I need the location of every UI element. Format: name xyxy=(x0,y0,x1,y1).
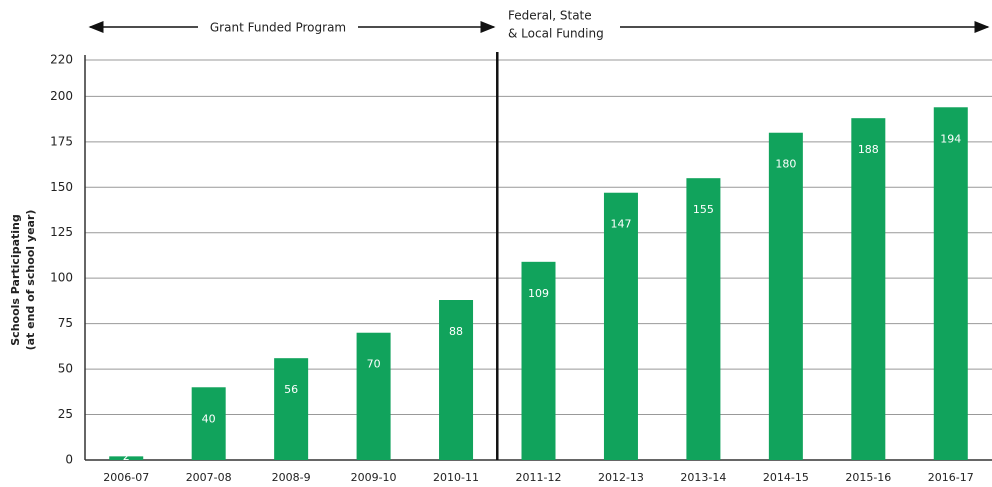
y-tick-label: 50 xyxy=(58,362,73,376)
bar xyxy=(109,456,144,460)
y-axis-label: (at end of school year) xyxy=(24,210,37,351)
data-label: 155 xyxy=(693,203,714,216)
x-tick-label: 2008-9 xyxy=(272,471,311,484)
x-tick-label: 2013-14 xyxy=(680,471,726,484)
data-label: 109 xyxy=(528,287,549,300)
y-tick-label: 125 xyxy=(50,225,73,239)
data-label: 40 xyxy=(202,412,216,425)
y-tick-label: 200 xyxy=(50,89,73,103)
data-label: 188 xyxy=(858,143,879,156)
bar xyxy=(851,118,886,460)
x-tick-label: 2012-13 xyxy=(598,471,644,484)
x-tick-label: 2011-12 xyxy=(516,471,562,484)
data-label: 56 xyxy=(284,383,298,396)
annotation: Grant Funded Program xyxy=(210,21,346,35)
data-label: 147 xyxy=(610,218,631,231)
x-tick-label: 2009-10 xyxy=(351,471,397,484)
x-tick-label: 2014-15 xyxy=(763,471,809,484)
x-tick-label: 2007-08 xyxy=(186,471,232,484)
bar xyxy=(686,178,721,460)
data-label: 2 xyxy=(123,450,130,463)
x-tick-label: 2010-11 xyxy=(433,471,479,484)
data-label: 180 xyxy=(775,158,796,171)
y-tick-label: 25 xyxy=(58,407,73,421)
bar xyxy=(439,300,474,460)
y-tick-label: 150 xyxy=(50,180,73,194)
x-tick-label: 2016-17 xyxy=(928,471,974,484)
bar xyxy=(356,332,391,460)
bar xyxy=(933,107,968,460)
data-label: 70 xyxy=(367,358,381,371)
bar xyxy=(191,387,226,460)
x-tick-label: 2006-07 xyxy=(103,471,149,484)
bar xyxy=(603,192,638,460)
bar xyxy=(521,261,556,460)
annotation: & Local Funding xyxy=(508,27,604,41)
annotation: Federal, State xyxy=(508,9,592,23)
y-tick-label: 220 xyxy=(50,53,73,67)
y-tick-label: 75 xyxy=(58,316,73,330)
data-label: 88 xyxy=(449,325,463,338)
y-tick-label: 175 xyxy=(50,134,73,148)
x-tick-label: 2015-16 xyxy=(845,471,891,484)
data-label: 194 xyxy=(940,132,961,145)
y-tick-label: 100 xyxy=(50,271,73,285)
y-axis-label: Schools Participating xyxy=(9,214,22,346)
bar xyxy=(768,132,803,460)
bar xyxy=(274,358,309,460)
y-tick-label: 0 xyxy=(65,453,73,467)
